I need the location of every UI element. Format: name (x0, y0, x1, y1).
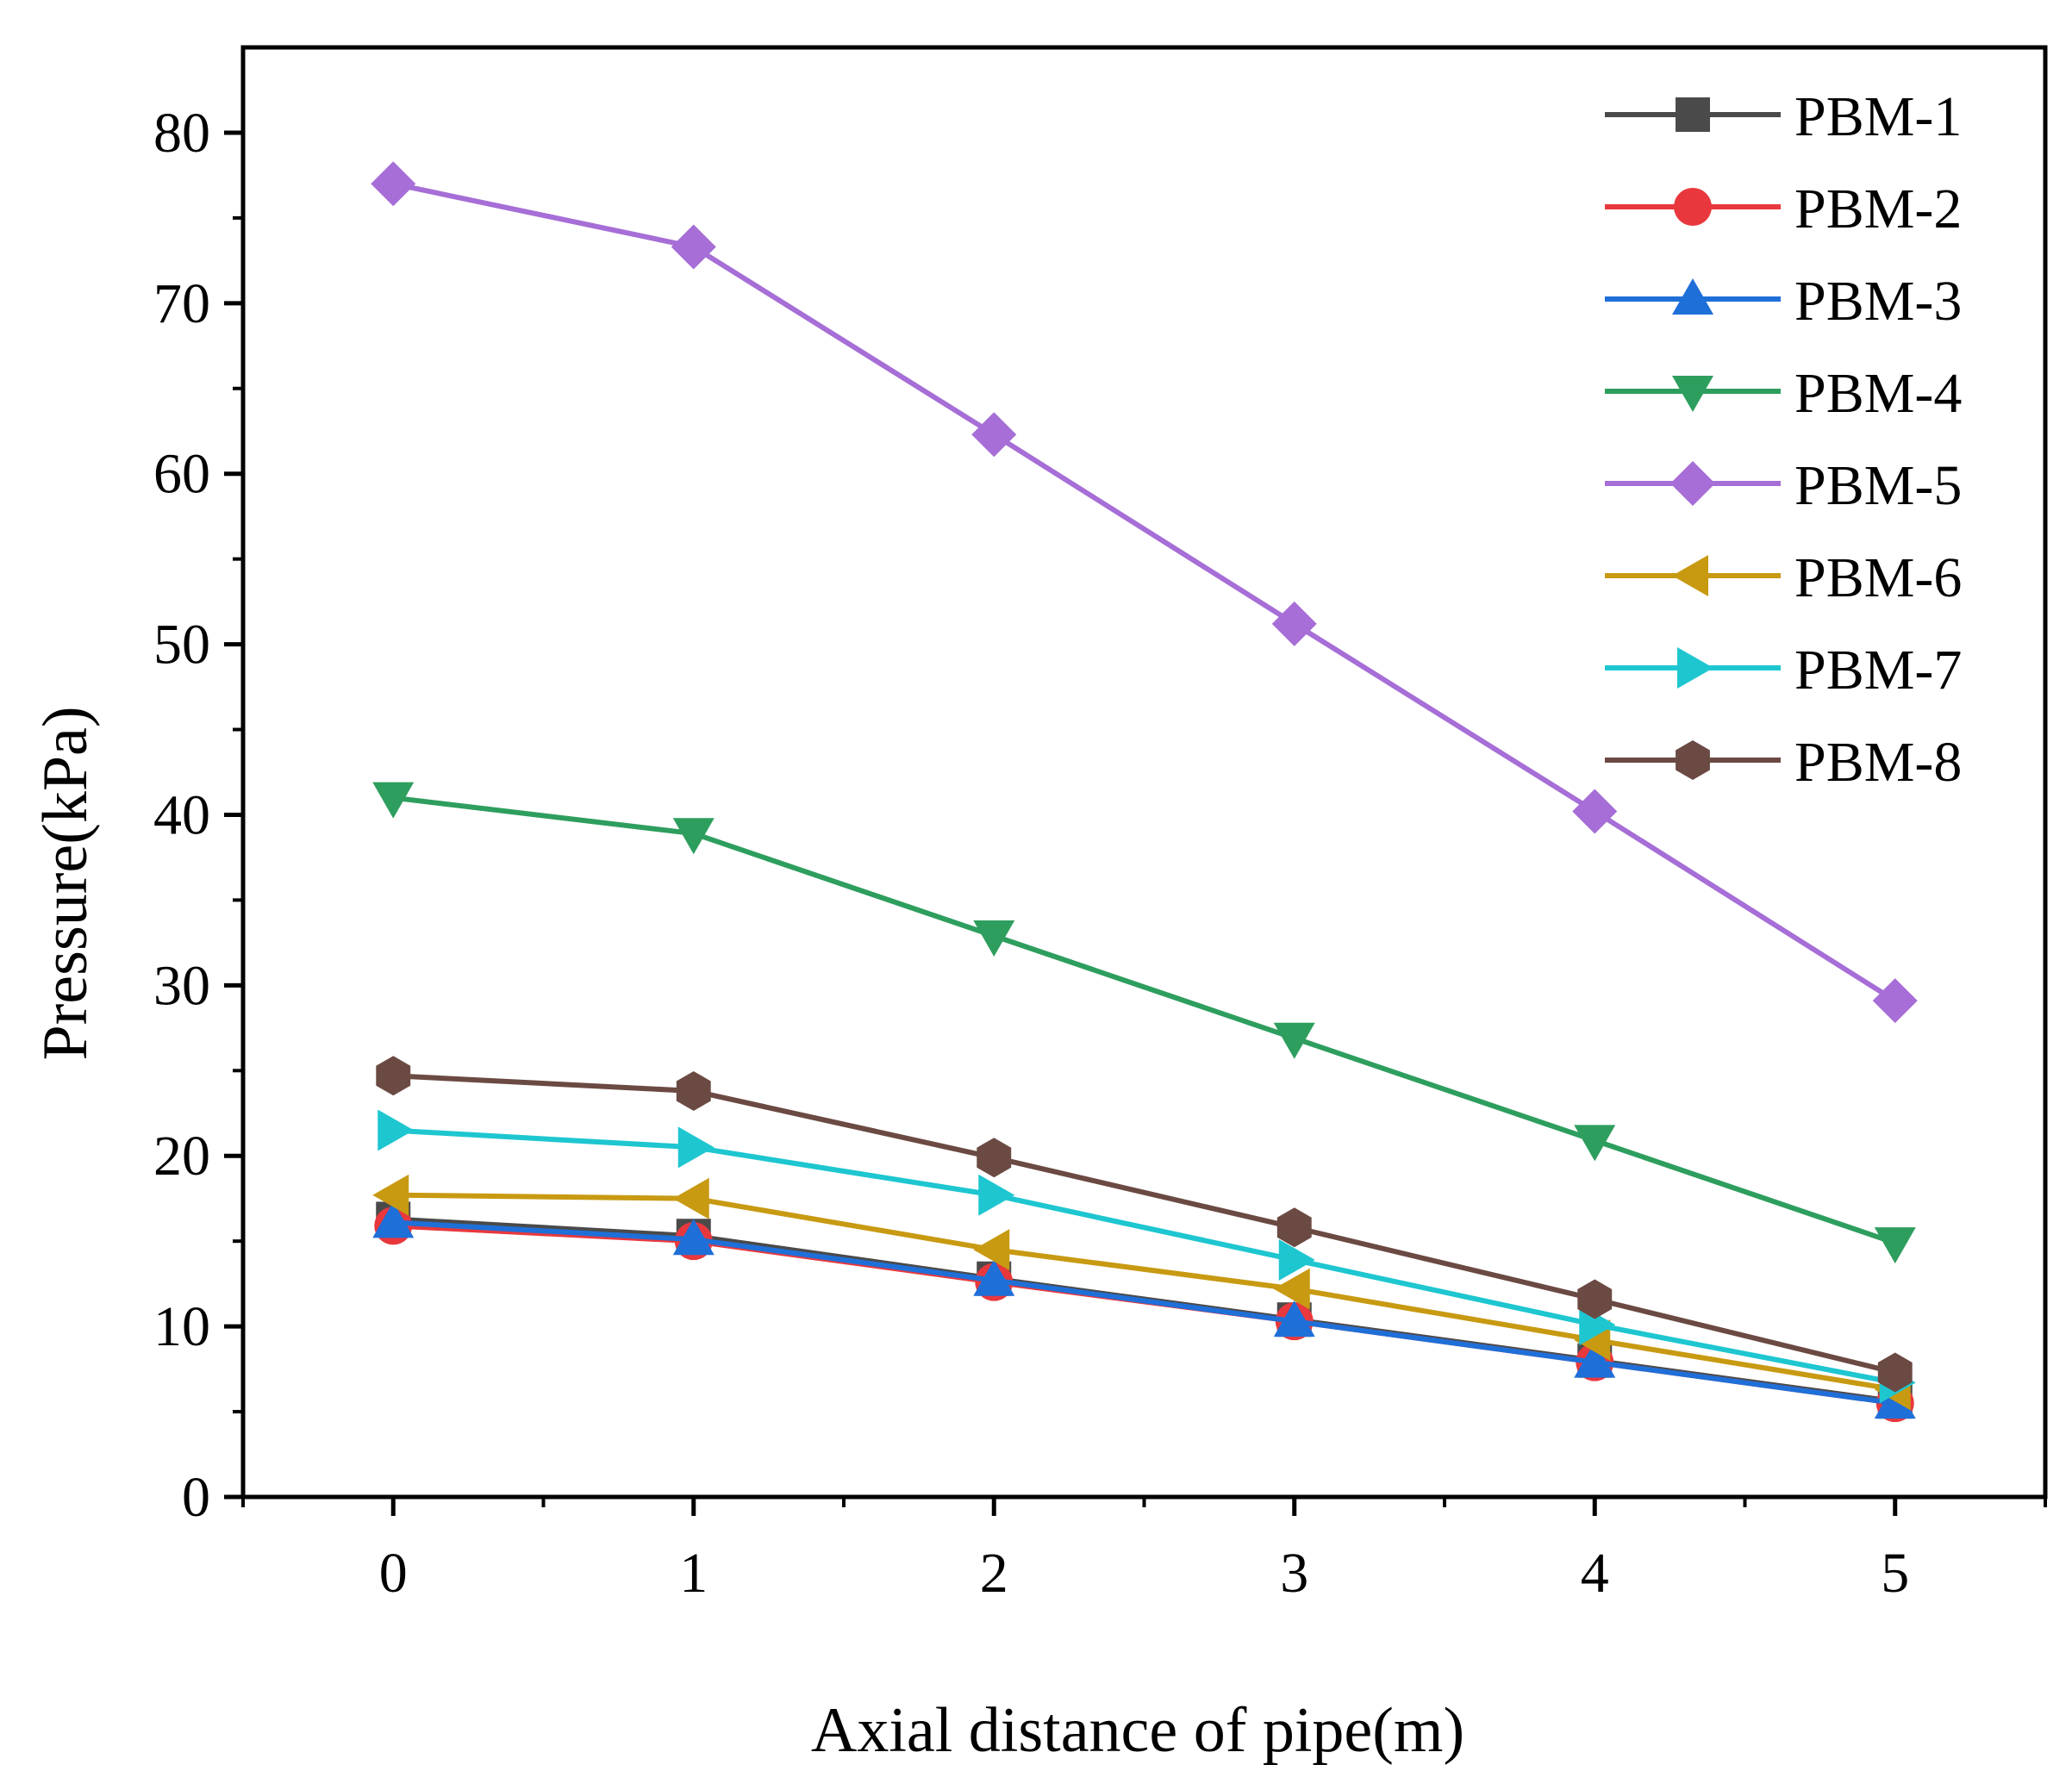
series-line (393, 1073, 1896, 1375)
legend-label: PBM-6 (1794, 546, 1962, 609)
legend-label: PBM-4 (1794, 362, 1962, 425)
legend-label: PBM-5 (1794, 454, 1962, 517)
series-pbm-7 (378, 1109, 1916, 1404)
data-point (1273, 1300, 1315, 1338)
data-point (973, 1229, 1010, 1271)
legend-item-pbm-7: PBM-7 (1605, 639, 1962, 702)
data-point (1271, 601, 1317, 646)
series-line (392, 795, 1896, 1246)
x-tick-label: 2 (980, 1542, 1008, 1605)
y-tick-label: 40 (153, 783, 210, 846)
series-pbm-8 (376, 1056, 1913, 1393)
series-pbm-3 (372, 1201, 1916, 1419)
data-point (372, 782, 415, 819)
y-axis-title: Pressure(kPa) (30, 706, 101, 1060)
legend-marker (1672, 278, 1713, 315)
data-point (372, 1201, 415, 1238)
data-point (376, 1056, 411, 1096)
x-tick-label: 3 (1280, 1542, 1308, 1605)
x-axis-title: Axial distance of pipe(m) (811, 1695, 1464, 1766)
data-point (1877, 1352, 1913, 1393)
data-point (371, 161, 416, 207)
data-point (971, 412, 1017, 458)
y-tick-label: 30 (153, 954, 210, 1017)
legend-label: PBM-7 (1794, 639, 1962, 702)
data-point (1273, 1022, 1315, 1059)
legend-marker (1672, 376, 1713, 412)
data-point (672, 1219, 715, 1256)
data-point (1574, 1125, 1616, 1162)
y-tick-label: 60 (153, 443, 210, 506)
data-point (372, 1174, 409, 1216)
plot-frame (240, 45, 2048, 1500)
series-line (393, 1223, 1896, 1406)
series-pbm-5 (371, 161, 1918, 1024)
data-point (671, 224, 716, 270)
data-point (1572, 789, 1618, 834)
data-point (677, 1126, 715, 1169)
legend-item-pbm-1: PBM-1 (1605, 85, 1962, 148)
legend-label: PBM-1 (1794, 85, 1962, 148)
legend-marker (1670, 461, 1715, 506)
legend-item-pbm-2: PBM-2 (1605, 178, 1962, 240)
data-point (973, 1259, 1015, 1296)
y-tick-label: 10 (153, 1295, 210, 1358)
data-point (676, 1071, 711, 1111)
legend-item-pbm-3: PBM-3 (1605, 270, 1962, 333)
x-tick-label: 5 (1881, 1542, 1909, 1605)
legend-item-pbm-6: PBM-6 (1605, 546, 1962, 609)
data-point (1872, 978, 1918, 1024)
legend-label: PBM-8 (1794, 731, 1962, 794)
series-group (371, 161, 1918, 1423)
series-line (393, 1192, 1896, 1393)
y-tick-label: 0 (182, 1466, 210, 1529)
data-point (978, 1174, 1015, 1216)
data-point (973, 920, 1015, 957)
series-line (393, 1219, 1896, 1406)
data-point (672, 818, 715, 855)
legend-marker (1676, 97, 1710, 132)
data-point (1273, 1268, 1310, 1310)
series-line (392, 181, 1897, 1003)
series-pbm-4 (372, 782, 1916, 1264)
data-point (672, 1177, 709, 1219)
data-point (1577, 1279, 1613, 1319)
data-point (977, 1138, 1012, 1178)
series-line (393, 1127, 1896, 1386)
data-point (378, 1109, 415, 1151)
y-tick-label: 50 (153, 614, 210, 677)
legend-label: PBM-2 (1794, 178, 1962, 240)
x-tick-label: 4 (1581, 1542, 1609, 1605)
legend-item-pbm-4: PBM-4 (1605, 362, 1962, 425)
series-pbm-2 (374, 1207, 1914, 1423)
y-tick-label: 80 (153, 102, 210, 165)
legend-marker (1677, 647, 1713, 689)
legend-item-pbm-8: PBM-8 (1605, 731, 1962, 794)
data-point (1874, 1227, 1916, 1264)
legend: PBM-1 PBM-2 PBM-3 PBM-4 PBM-5 PBM-6 PBM-7 PBM-8 (1605, 85, 1962, 794)
legend-item-pbm-5: PBM-5 (1605, 454, 1962, 517)
x-tick-label: 1 (679, 1542, 708, 1605)
legend-label: PBM-3 (1794, 270, 1962, 333)
x-tick-label: 0 (379, 1542, 408, 1605)
legend-marker (1672, 555, 1708, 596)
legend-marker (1674, 188, 1712, 226)
legend-marker (1676, 740, 1710, 780)
data-point (1574, 1341, 1616, 1378)
data-point (1276, 1207, 1312, 1248)
y-tick-label: 20 (153, 1125, 210, 1188)
data-point (1278, 1238, 1315, 1281)
y-tick-label: 70 (153, 272, 210, 335)
